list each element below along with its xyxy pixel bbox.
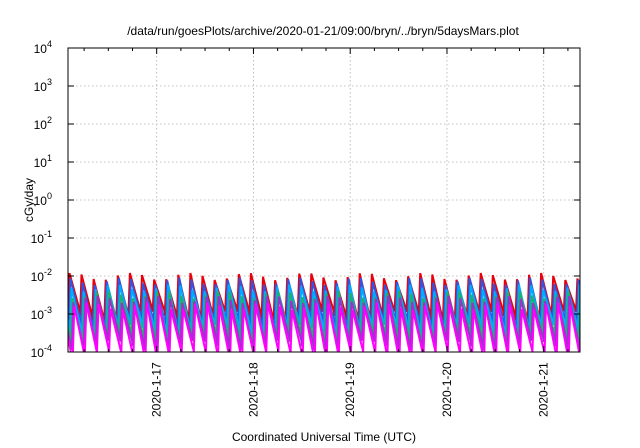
y-tick-label: 10-2 bbox=[31, 267, 52, 284]
y-tick-label: 10-4 bbox=[31, 343, 52, 360]
y-axis-label: cGy/day bbox=[22, 178, 36, 222]
y-tick-label: 10-3 bbox=[31, 305, 52, 322]
y-tick-label: 103 bbox=[34, 77, 52, 94]
series-layer bbox=[68, 272, 580, 352]
x-tick-label: 2020-1-17 bbox=[150, 362, 164, 417]
series-line bbox=[68, 277, 580, 330]
y-tick-label: 100 bbox=[34, 191, 52, 208]
chart-title: /data/run/goesPlots/archive/2020-01-21/0… bbox=[127, 24, 519, 38]
y-tick-label: 101 bbox=[34, 153, 52, 170]
series-line bbox=[68, 272, 580, 321]
x-axis-label: Coordinated Universal Time (UTC) bbox=[232, 430, 416, 444]
y-tick-label: 10-1 bbox=[31, 229, 52, 246]
x-axis-ticks: 2020-1-17 2020-1-18 2020-1-19 2020-1-20 2020… bbox=[83, 48, 569, 417]
x-tick-label: 2020-1-19 bbox=[343, 362, 357, 417]
x-tick-label: 2020-1-21 bbox=[537, 362, 551, 417]
series-line bbox=[68, 302, 580, 352]
y-tick-label: 102 bbox=[34, 115, 52, 132]
y-tick-label: 104 bbox=[34, 39, 52, 56]
x-tick-label: 2020-1-20 bbox=[440, 362, 454, 417]
x-tick-label: 2020-1-18 bbox=[246, 362, 260, 417]
y-axis-ticks: 10-4 10-3 10-2 10-1 100 101 102 103 104 bbox=[31, 39, 580, 360]
